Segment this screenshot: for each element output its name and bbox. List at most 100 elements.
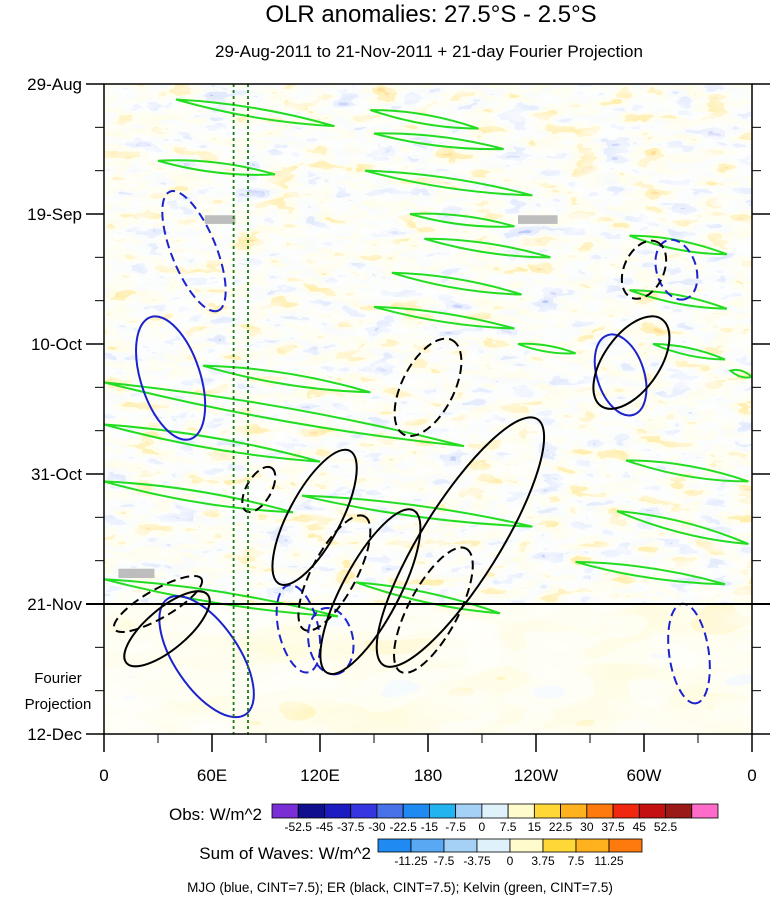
obs-colorbar-swatch xyxy=(429,803,457,819)
obs-colorbar-swatch xyxy=(560,803,588,819)
er-contour-positive xyxy=(592,315,671,410)
obs-colorbar-level: 45 xyxy=(633,820,647,834)
contour-legend-footer: MJO (blue, CINT=7.5); ER (black, CINT=7.… xyxy=(187,880,613,895)
mjo-contour-negative xyxy=(654,238,699,301)
mjo-contour-positive xyxy=(593,333,648,417)
er-contour-positive xyxy=(375,416,546,668)
kelvin-contour xyxy=(301,494,533,528)
obs-colorbar-level: -52.5 xyxy=(285,820,313,834)
waves-colorbar-swatch xyxy=(410,838,445,853)
waves-colorbar-swatch xyxy=(443,838,478,853)
plot-area xyxy=(104,84,752,734)
kelvin-contour xyxy=(391,271,522,296)
kelvin-contour xyxy=(424,237,551,259)
olr-projection-field xyxy=(104,604,752,734)
kelvin-contour xyxy=(373,305,515,330)
obs-colorbar-level: 37.5 xyxy=(601,820,625,834)
kelvin-contour xyxy=(373,132,504,151)
kelvin-contour xyxy=(157,159,276,176)
waves-colorbar-level: 0 xyxy=(507,854,514,868)
kelvin-contour xyxy=(728,368,752,379)
y-tick-label: 29-Aug xyxy=(27,75,82,94)
obs-colorbar-level: -22.5 xyxy=(389,820,417,834)
obs-colorbar-swatch xyxy=(691,803,719,819)
x-tick-label: 0 xyxy=(747,766,756,785)
kelvin-contour xyxy=(202,364,371,394)
obs-colorbar-swatch xyxy=(638,803,666,819)
obs-colorbar-label: Obs: W/m^2 xyxy=(169,805,262,824)
y-tick-label: 21-Nov xyxy=(27,595,82,614)
waves-colorbar-level: 11.25 xyxy=(594,854,623,868)
x-axis: 0 60E 120E 180 120W 60W 0 xyxy=(99,734,757,785)
obs-colorbar-level: -45 xyxy=(316,820,334,834)
x-tick-label: 180 xyxy=(414,766,442,785)
obs-colorbar-swatch xyxy=(533,803,561,819)
x-tick-label: 120W xyxy=(514,766,558,785)
kelvin-contour xyxy=(370,109,479,130)
obs-colorbar-level: -37.5 xyxy=(337,820,365,834)
waves-colorbar-swatch xyxy=(377,838,412,853)
obs-colorbar-level: 30 xyxy=(580,820,594,834)
obs-colorbar-swatch xyxy=(507,803,535,819)
obs-colorbar-swatch xyxy=(665,803,693,819)
obs-colorbar-level: -30 xyxy=(368,820,386,834)
obs-colorbar-swatch xyxy=(297,803,325,819)
obs-colorbar-level: -15 xyxy=(421,820,439,834)
kelvin-contour xyxy=(104,423,321,463)
mjo-contour-positive xyxy=(135,315,207,441)
obs-colorbar-swatch xyxy=(586,803,614,819)
y-tick-label: 12-Dec xyxy=(27,725,82,744)
obs-colorbar-swatch xyxy=(402,803,430,819)
er-contour-negative xyxy=(112,575,204,633)
obs-colorbar-swatch xyxy=(271,803,299,819)
kelvin-contour xyxy=(575,560,726,586)
waves-colorbar-label: Sum of Waves: W/m^2 xyxy=(199,844,371,863)
er-contour-positive xyxy=(123,590,211,668)
obs-colorbar-swatch xyxy=(324,803,352,819)
er-contour-negative xyxy=(393,546,474,674)
kelvin-contour xyxy=(629,289,728,310)
kelvin-contour xyxy=(409,212,515,228)
kelvin-contour xyxy=(652,343,726,361)
chart-title: OLR anomalies: 27.5°S - 2.5°S xyxy=(265,1,596,28)
waves-colorbar-level: -3.75 xyxy=(463,854,491,868)
waves-colorbar-level: -11.25 xyxy=(394,854,427,868)
kelvin-contour xyxy=(616,510,749,545)
chart-subtitle: 29-Aug-2011 to 21-Nov-2011 + 21-day Four… xyxy=(215,42,643,61)
obs-colorbar-swatch xyxy=(612,803,640,819)
waves-colorbar-swatch xyxy=(575,838,610,853)
kelvin-contour xyxy=(104,381,465,448)
x-tick-label: 0 xyxy=(99,766,108,785)
x-tick-label: 120E xyxy=(300,766,340,785)
obs-colorbar-swatch xyxy=(481,803,509,819)
obs-colorbar-level: 7.5 xyxy=(500,820,517,834)
projection-label-line1: Fourier xyxy=(34,670,82,687)
obs-colorbar-level: 0 xyxy=(479,820,486,834)
x-tick-label: 60E xyxy=(197,766,227,785)
waves-colorbar-swatch xyxy=(476,838,511,853)
kelvin-contour xyxy=(175,98,335,128)
mjo-contour-negative xyxy=(161,190,227,313)
kelvin-contour xyxy=(625,459,749,483)
waves-colorbar: -11.25 -7.5 -3.75 0 3.75 7.5 11.25 xyxy=(377,838,643,868)
obs-colorbar-swatch xyxy=(376,803,404,819)
waves-colorbar-swatch xyxy=(509,838,544,853)
waves-colorbar-level: -7.5 xyxy=(434,854,455,868)
missing-data-patch xyxy=(518,215,558,224)
y-tick-label: 19-Sep xyxy=(27,205,82,224)
kelvin-contour xyxy=(364,169,533,197)
obs-colorbar-level: 52.5 xyxy=(654,820,678,834)
missing-data-patch xyxy=(118,568,155,578)
obs-colorbar-level: 15 xyxy=(528,820,542,834)
waves-colorbar-level: 3.75 xyxy=(531,854,555,868)
y-tick-label: 10-Oct xyxy=(31,335,82,354)
waves-colorbar-swatch xyxy=(608,838,643,853)
obs-colorbar-level: 22.5 xyxy=(549,820,573,834)
kelvin-contour xyxy=(629,234,728,256)
waves-colorbar-level: 7.5 xyxy=(568,854,585,868)
x-tick-label: 60W xyxy=(627,766,662,785)
kelvin-contour xyxy=(517,342,576,355)
y-tick-label: 31-Oct xyxy=(31,465,82,484)
obs-colorbar-swatch xyxy=(455,803,483,819)
obs-colorbar-swatch xyxy=(350,803,378,819)
